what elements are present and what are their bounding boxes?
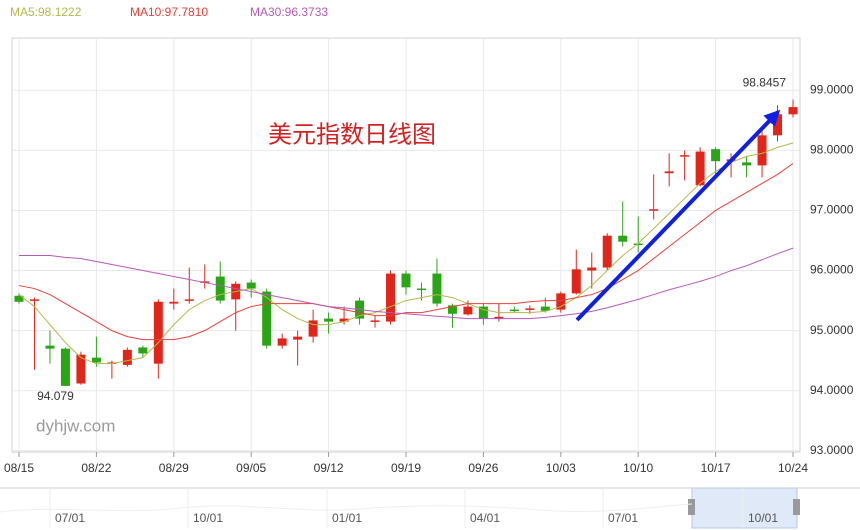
candle-body xyxy=(277,338,287,346)
navigator-range[interactable] xyxy=(691,487,798,529)
y-tick-label: 96.0000 xyxy=(810,263,854,277)
watermark: dyhjw.com xyxy=(36,416,115,435)
y-tick-label: 98.0000 xyxy=(810,143,854,157)
candle-body xyxy=(447,305,457,314)
max-label: 98.8457 xyxy=(743,76,787,90)
candle-body xyxy=(664,171,674,174)
y-tick-label: 93.0000 xyxy=(810,443,854,457)
y-tick-label: 94.0000 xyxy=(810,383,854,397)
ma-line xyxy=(18,142,794,365)
y-tick-label: 99.0000 xyxy=(810,82,854,96)
candle-body xyxy=(509,309,519,312)
candle-body xyxy=(680,155,690,157)
candle-body xyxy=(370,320,380,322)
trend-arrow xyxy=(575,109,781,322)
candle-body xyxy=(649,209,659,211)
candle-body xyxy=(45,345,55,349)
navigator-label: 07/01 xyxy=(55,511,85,525)
legend-label: MA5:98.1222 xyxy=(10,5,82,19)
candle-body xyxy=(401,273,411,288)
candle-body xyxy=(711,149,721,162)
candle-body xyxy=(339,318,349,322)
navigator-label: 01/01 xyxy=(332,511,362,525)
candle-body xyxy=(246,282,256,289)
candle-body xyxy=(153,301,163,364)
candle-body xyxy=(29,299,39,301)
candle-body xyxy=(525,308,535,310)
x-tick-label: 10/17 xyxy=(701,461,731,475)
candle-body xyxy=(416,288,426,291)
candle-body xyxy=(169,301,179,304)
candle-body xyxy=(571,269,581,294)
candle-body xyxy=(556,293,566,310)
candle-body xyxy=(91,357,101,363)
navigator-label: 04/01 xyxy=(470,511,500,525)
x-tick-label: 10/03 xyxy=(546,461,576,475)
navigator-sparkline xyxy=(0,503,693,513)
x-tick-label: 08/15 xyxy=(4,461,34,475)
legend-label: MA30:96.3733 xyxy=(250,5,328,19)
y-tick-label: 95.0000 xyxy=(810,323,854,337)
candle-body xyxy=(494,316,504,319)
navigator: 07/01 10/01 01/01 04/01 07/01 10/01 xyxy=(0,487,860,529)
chart-title: 美元指数日线图 xyxy=(268,121,436,148)
candle-body xyxy=(386,273,396,322)
candle-body xyxy=(618,235,628,242)
candle-body xyxy=(76,354,86,384)
candle-body xyxy=(742,162,752,166)
legend-label: MA10:97.7810 xyxy=(130,5,208,19)
navigator-handle[interactable] xyxy=(688,499,695,515)
x-tick-label: 09/05 xyxy=(236,461,266,475)
candle-body xyxy=(463,306,473,315)
candle-body xyxy=(695,151,705,186)
candle-body xyxy=(14,295,24,302)
navigator-label: 10/01 xyxy=(193,511,223,525)
x-tick-label: 08/22 xyxy=(81,461,111,475)
candle-body xyxy=(633,243,643,245)
candle-body xyxy=(293,336,303,340)
ma-line xyxy=(19,247,794,320)
navigator-label: 10/01 xyxy=(748,511,778,525)
min-label: 94.079 xyxy=(37,389,74,403)
candle-body xyxy=(587,267,597,271)
x-tick-label: 09/12 xyxy=(314,461,344,475)
x-tick-label: 09/26 xyxy=(468,461,498,475)
x-tick-label: 08/29 xyxy=(159,461,189,475)
candle-body xyxy=(324,318,334,322)
candle-body xyxy=(60,348,70,386)
x-tick-label: 09/19 xyxy=(391,461,421,475)
candle-body xyxy=(262,291,272,346)
candle-body xyxy=(308,320,318,337)
y-tick-label: 97.0000 xyxy=(810,203,854,217)
navigator-handle[interactable] xyxy=(793,499,800,515)
ma-line xyxy=(18,163,794,341)
candle-body xyxy=(788,107,798,115)
x-tick-label: 10/10 xyxy=(623,461,653,475)
candle-body xyxy=(478,306,488,319)
navigator-label: 07/01 xyxy=(608,511,638,525)
candle-body xyxy=(602,235,612,268)
candle-body xyxy=(432,273,442,304)
candle-body xyxy=(757,135,767,166)
x-tick-label: 10/24 xyxy=(778,461,808,475)
candle-body xyxy=(215,276,225,301)
candle-body xyxy=(122,349,132,365)
candle-body xyxy=(138,347,148,354)
candle-body xyxy=(184,299,194,301)
candle-body xyxy=(540,306,550,311)
